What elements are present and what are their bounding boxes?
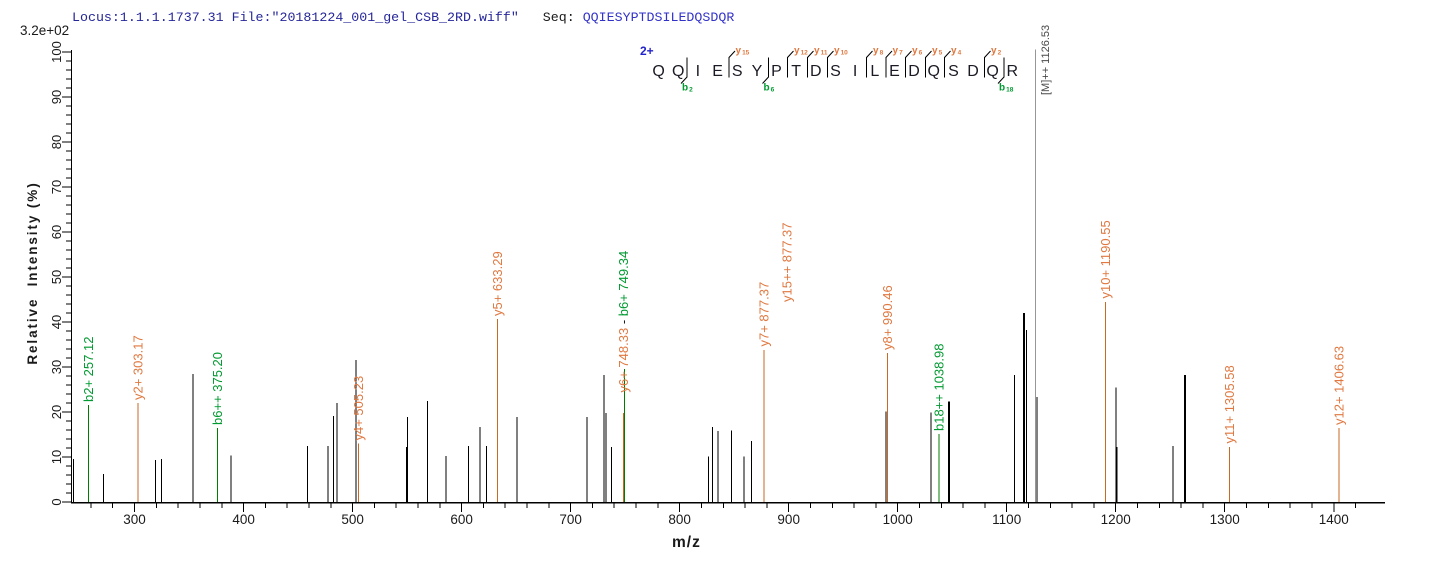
svg-text:y5+ 633.29: y5+ 633.29 [490, 251, 505, 316]
svg-text:90: 90 [49, 90, 64, 104]
svg-text:400: 400 [232, 512, 255, 527]
svg-text:y6: y6 [912, 46, 923, 57]
svg-text:0: 0 [49, 498, 64, 505]
svg-text:y10+ 1190.55: y10+ 1190.55 [1098, 220, 1113, 298]
svg-text:y15: y15 [736, 46, 750, 57]
svg-text:T: T [791, 63, 801, 80]
svg-text:y11+ 1305.58: y11+ 1305.58 [1222, 365, 1237, 443]
svg-text:D: D [810, 63, 822, 80]
svg-text:L: L [870, 63, 879, 80]
svg-text:E: E [889, 63, 900, 80]
svg-text:y12+ 1406.63: y12+ 1406.63 [1332, 346, 1347, 425]
svg-text:70: 70 [49, 180, 64, 194]
svg-text:60: 60 [49, 225, 64, 239]
svg-text:[M]++ 1126.53: [M]++ 1126.53 [1040, 25, 1052, 95]
svg-text:S: S [830, 63, 841, 80]
svg-text:700: 700 [559, 512, 582, 527]
svg-text:m/z: m/z [672, 534, 701, 551]
svg-text:1100: 1100 [992, 512, 1021, 527]
svg-text:y10: y10 [834, 46, 848, 57]
svg-text:500: 500 [341, 512, 364, 527]
svg-text:y2+ 303.17: y2+ 303.17 [131, 335, 146, 400]
svg-text:R: R [1007, 63, 1019, 80]
svg-text:b6++ 375.20: b6++ 375.20 [210, 352, 225, 425]
svg-text:2+: 2+ [640, 44, 654, 58]
svg-text:1200: 1200 [1101, 512, 1131, 527]
svg-text:Locus:1.1.1.1737.31 File:"2018: Locus:1.1.1.1737.31 File:"20181224_001_g… [72, 10, 734, 25]
svg-text:D: D [967, 63, 979, 80]
svg-text:1400: 1400 [1319, 512, 1349, 527]
svg-text:y8+ 990.46: y8+ 990.46 [880, 285, 895, 350]
svg-text:y15++ 877.37: y15++ 877.37 [779, 222, 794, 302]
svg-text:y11: y11 [814, 46, 828, 57]
svg-text:40: 40 [49, 315, 64, 329]
svg-text:I: I [853, 63, 857, 80]
svg-text:Q: Q [986, 63, 998, 80]
svg-text:Q: Q [672, 63, 684, 80]
svg-text:1000: 1000 [883, 512, 913, 527]
svg-text:Y: Y [752, 63, 763, 80]
svg-text:y8: y8 [873, 46, 884, 57]
svg-text:D: D [908, 63, 920, 80]
svg-text:P: P [771, 63, 782, 80]
svg-text:y4: y4 [951, 46, 962, 57]
svg-text:S: S [948, 63, 959, 80]
svg-text:y5: y5 [932, 46, 943, 57]
svg-text:b2: b2 [682, 83, 693, 94]
svg-text:20: 20 [49, 405, 64, 419]
svg-text:100: 100 [49, 41, 64, 63]
svg-text:y7+ 877.37: y7+ 877.37 [756, 282, 771, 347]
svg-text:I: I [696, 63, 700, 80]
svg-text:Q: Q [927, 63, 939, 80]
svg-text:b18: b18 [999, 83, 1014, 94]
svg-text:1300: 1300 [1210, 512, 1240, 527]
svg-text:30: 30 [49, 360, 64, 374]
svg-text:900: 900 [777, 512, 800, 527]
svg-text:Q: Q [652, 63, 664, 80]
svg-text:300: 300 [123, 512, 146, 527]
svg-text:10: 10 [49, 450, 64, 464]
svg-text:E: E [712, 63, 723, 80]
svg-text:y6+ 748.33 - b6+ 749.34: y6+ 748.33 - b6+ 749.34 [616, 251, 631, 393]
svg-text:Relative Intensity (%): Relative Intensity (%) [25, 181, 40, 364]
svg-text:y4+ 505.23: y4+ 505.23 [351, 376, 366, 441]
svg-text:S: S [732, 63, 743, 80]
svg-text:b2+ 257.12: b2+ 257.12 [81, 337, 96, 402]
svg-text:600: 600 [450, 512, 473, 527]
svg-text:80: 80 [49, 135, 64, 149]
svg-text:3.2e+02: 3.2e+02 [20, 23, 69, 38]
svg-text:b18++ 1038.98: b18++ 1038.98 [931, 344, 946, 431]
svg-text:b6: b6 [764, 83, 775, 94]
svg-text:y2: y2 [991, 46, 1002, 57]
svg-text:y12: y12 [794, 46, 808, 57]
svg-text:800: 800 [668, 512, 691, 527]
svg-text:50: 50 [49, 270, 64, 284]
svg-text:y7: y7 [893, 46, 904, 57]
